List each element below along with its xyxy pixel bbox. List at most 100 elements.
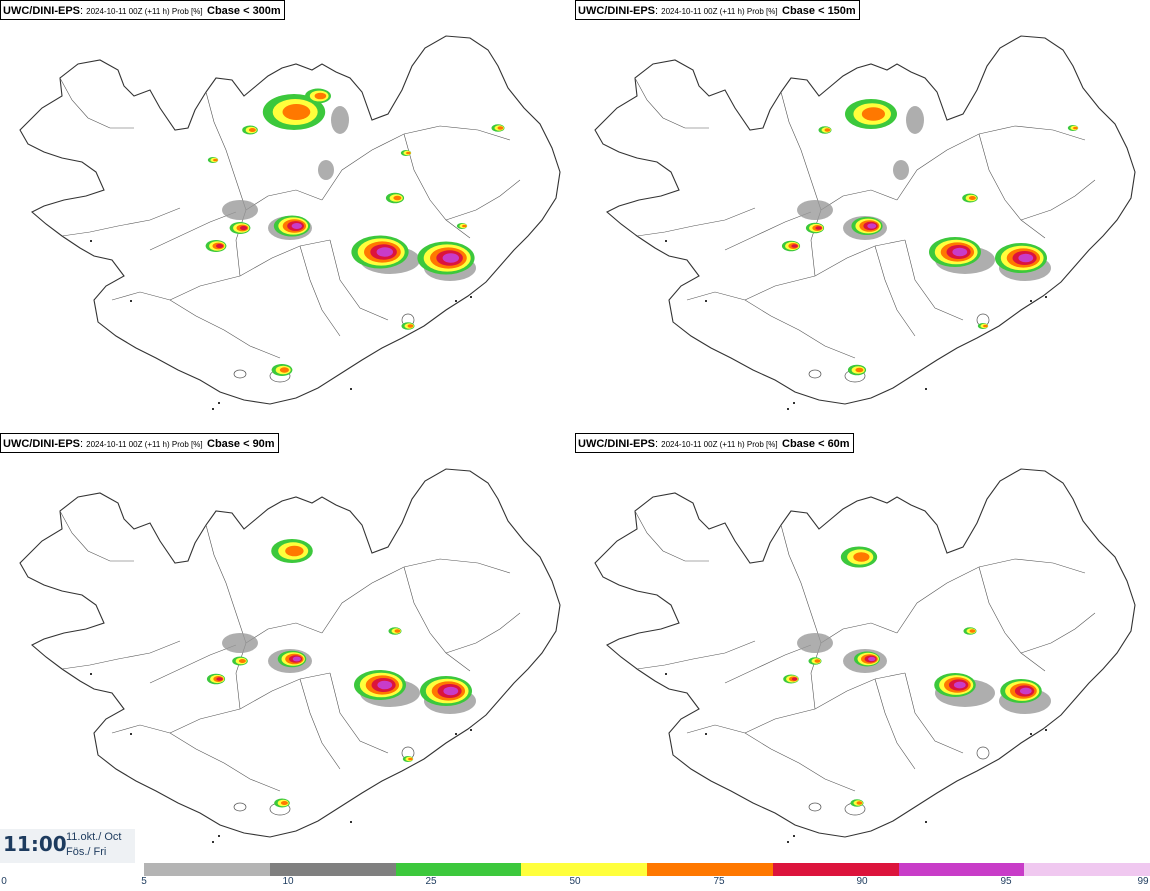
colorbar-segment: [521, 863, 647, 876]
region-border: [403, 133, 471, 239]
island-dot: [665, 240, 667, 242]
region-border: [724, 644, 812, 684]
field-name: Cbase < 150m: [782, 5, 856, 17]
island-dot: [455, 300, 457, 302]
model-name: UWC/DINI-EPS: [578, 5, 655, 17]
lake-outline: [976, 746, 990, 760]
valid-date: 11.okt./ Oct: [66, 831, 122, 843]
probability-contour: [497, 126, 504, 130]
region-border: [445, 612, 521, 654]
panel-title: UWC/DINI-EPS: 2024-10-11 00Z (+11 h) Pro…: [575, 0, 860, 20]
colorbar-tick-label: 0: [1, 876, 7, 887]
probability-contour: [394, 629, 401, 633]
region-border: [810, 622, 898, 710]
probability-area-low: [222, 633, 258, 653]
region-border: [149, 644, 237, 684]
island-dot: [787, 408, 789, 410]
field-name: Cbase < 300m: [207, 5, 281, 17]
panel-title: UWC/DINI-EPS: 2024-10-11 00Z (+11 h) Pro…: [575, 433, 854, 453]
iceland-map: [19, 35, 561, 410]
probability-contour: [216, 243, 224, 249]
region-border: [61, 640, 181, 670]
probability-contour: [291, 223, 302, 229]
probability-area-low: [797, 200, 833, 220]
island-dot: [470, 729, 472, 731]
island-dot: [1045, 296, 1047, 298]
region-border: [111, 291, 281, 359]
probability-contour: [952, 247, 968, 257]
probability-contour: [824, 128, 831, 132]
region-border: [1020, 179, 1096, 221]
lake-outline: [844, 802, 866, 816]
probability-contour: [969, 629, 976, 633]
region-border: [205, 524, 247, 644]
region-border: [724, 211, 812, 251]
probability-contour: [238, 659, 246, 663]
field-name: Cbase < 90m: [207, 438, 275, 450]
probability-area-low: [797, 633, 833, 653]
colorbar-segment: [269, 863, 396, 876]
region-border: [744, 672, 906, 734]
probability-contour: [791, 677, 798, 681]
region-border: [299, 245, 341, 337]
colorbar-ticks: 0 5 10 25 50 75 90 95 99: [0, 876, 1150, 891]
region-border: [235, 189, 323, 277]
lake-outline: [808, 369, 822, 379]
region-border: [634, 77, 709, 129]
probability-contour: [861, 107, 885, 121]
region-border: [169, 672, 331, 734]
island-dot: [350, 388, 352, 390]
probability-contour: [213, 158, 218, 162]
region-border: [904, 239, 964, 321]
colorbar-segment: [772, 863, 899, 876]
island-dot: [455, 733, 457, 735]
probability-contour: [406, 151, 411, 155]
region-border: [780, 91, 822, 211]
island-dot: [1045, 729, 1047, 731]
run-info: 2024-10-11 00Z (+11 h) Prob [%]: [86, 440, 203, 449]
colorbar-tick-label: 5: [141, 876, 147, 887]
region-border: [904, 672, 964, 754]
region-border: [61, 207, 181, 237]
colorbar-segment: [647, 863, 773, 876]
probability-contour: [279, 367, 289, 373]
probability-contour: [408, 757, 413, 761]
probability-colorbar: [144, 863, 1150, 876]
probability-contour: [855, 367, 864, 373]
region-border: [59, 77, 134, 129]
probability-contour: [853, 552, 870, 562]
island-dot: [130, 733, 132, 735]
map-panel-1: UWC/DINI-EPS: 2024-10-11 00Z (+11 h) Pro…: [0, 0, 575, 430]
panel-title: UWC/DINI-EPS: 2024-10-11 00Z (+11 h) Pro…: [0, 433, 279, 453]
colorbar-segment: [395, 863, 522, 876]
island-dot: [212, 408, 214, 410]
probability-area-low: [331, 106, 349, 134]
region-border: [686, 291, 856, 359]
probability-contour: [1019, 687, 1032, 695]
probability-contour: [216, 677, 223, 681]
island-dot: [705, 733, 707, 735]
region-border: [634, 510, 709, 562]
region-border: [874, 245, 916, 337]
probability-contour: [240, 225, 248, 231]
panel-title: UWC/DINI-EPS: 2024-10-11 00Z (+11 h) Pro…: [0, 0, 285, 20]
island-dot: [130, 300, 132, 302]
valid-time-box: 11:00 11.okt./ Oct Fös./ Fri: [0, 829, 135, 863]
region-border: [169, 239, 331, 301]
probability-contour: [867, 223, 877, 229]
region-border: [744, 239, 906, 301]
region-border: [686, 724, 856, 792]
island-dot: [1030, 300, 1032, 302]
colorbar-tick-label: 90: [856, 876, 868, 887]
island-dot: [470, 296, 472, 298]
probability-area-low: [222, 200, 258, 220]
probability-contour: [814, 659, 821, 663]
island-dot: [1030, 733, 1032, 735]
region-border: [1020, 612, 1096, 654]
map-panel-2: UWC/DINI-EPS: 2024-10-11 00Z (+11 h) Pro…: [575, 0, 1150, 430]
probability-area-low: [893, 160, 909, 180]
probability-contour: [282, 104, 311, 120]
probability-contour: [376, 247, 393, 257]
island-dot: [665, 673, 667, 675]
region-border: [329, 672, 389, 754]
